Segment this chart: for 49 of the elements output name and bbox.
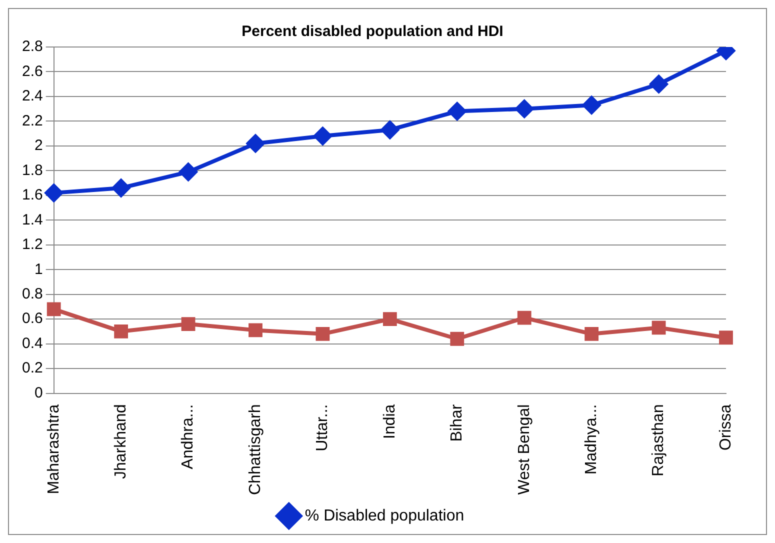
x-tick-label: Maharashtra — [45, 404, 62, 494]
point — [448, 102, 466, 120]
point — [46, 302, 61, 316]
x-tick-label: Chhattisgarh — [246, 404, 264, 495]
y-tick-label: 2.8 — [22, 38, 43, 56]
x-tick-label: Orissa — [717, 404, 734, 451]
point — [517, 310, 532, 325]
y-tick-label: 2.4 — [22, 88, 43, 105]
x-tick-label: Bihar — [448, 404, 466, 442]
point — [652, 320, 666, 335]
point — [114, 324, 128, 338]
point — [314, 127, 332, 146]
y-tick-label: 0.6 — [22, 310, 43, 328]
x-tick-label: Andhra... — [180, 404, 197, 470]
y-tick-label: 0.4 — [22, 334, 43, 352]
y-tick-label: 1 — [34, 260, 43, 278]
y-tick-label: 1.6 — [22, 186, 43, 204]
x-tick-label: Rajasthan — [650, 404, 668, 476]
y-tick-label: 0.2 — [22, 360, 43, 377]
y-tick-label: 2.6 — [22, 62, 43, 80]
point — [450, 332, 464, 346]
point — [582, 96, 601, 114]
x-tick-label: West Bengal — [516, 404, 533, 495]
point — [650, 75, 668, 94]
point — [248, 323, 262, 338]
y-tick-label: 2.2 — [22, 112, 43, 130]
point — [382, 312, 397, 326]
y-tick-label: 0.8 — [22, 285, 43, 302]
x-tick-label: Madhya... — [582, 404, 600, 475]
point — [316, 326, 330, 341]
y-tick-label: 1.8 — [22, 162, 43, 179]
point — [181, 317, 196, 331]
y-tick-label: 0 — [34, 384, 43, 402]
point — [719, 330, 733, 345]
y-tick-label: 1.4 — [22, 211, 43, 228]
y-tick-label: 1.2 — [22, 236, 43, 254]
x-tick-label: Jharkhand — [112, 404, 130, 479]
point — [380, 120, 399, 139]
point — [515, 100, 534, 118]
point — [44, 184, 63, 202]
y-tick-label: 2 — [34, 137, 43, 154]
chart-title: Percent disabled population and HDI — [242, 23, 504, 40]
x-tick-label: Uttar... — [314, 404, 332, 452]
point — [112, 178, 130, 197]
legend-label: % Disabled population — [304, 507, 464, 524]
point — [246, 134, 264, 152]
point — [584, 326, 599, 341]
point — [179, 162, 198, 181]
x-tick-label: India — [381, 404, 398, 439]
